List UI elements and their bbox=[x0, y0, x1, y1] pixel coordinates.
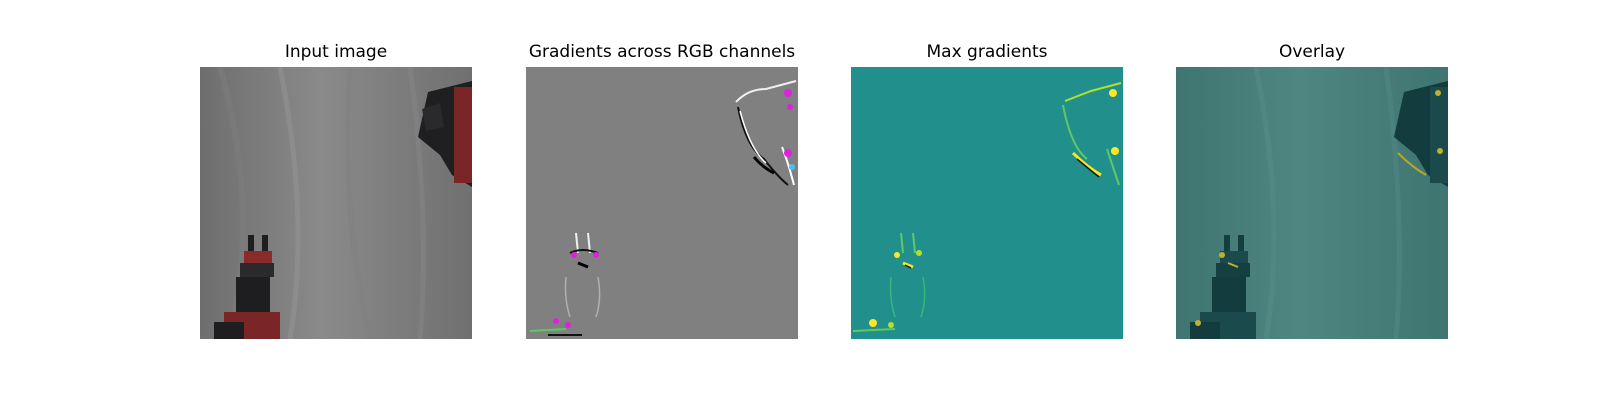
panel-rgb-gradients: Gradients across RGB channels bbox=[526, 0, 798, 400]
panel-title: Max gradients bbox=[926, 42, 1048, 62]
panel-title: Gradients across RGB channels bbox=[528, 42, 796, 62]
panel-max-gradients: Max gradients bbox=[851, 0, 1123, 400]
panel-title: Input image bbox=[284, 42, 388, 62]
panel-input-image: Input image bbox=[200, 0, 472, 400]
input-image bbox=[200, 67, 472, 339]
panel-overlay: Overlay bbox=[1176, 0, 1448, 400]
max-gradient-image bbox=[851, 67, 1123, 339]
rgb-gradient-image bbox=[526, 67, 798, 339]
panel-title: Overlay bbox=[1278, 42, 1346, 62]
overlay-image bbox=[1176, 67, 1448, 339]
